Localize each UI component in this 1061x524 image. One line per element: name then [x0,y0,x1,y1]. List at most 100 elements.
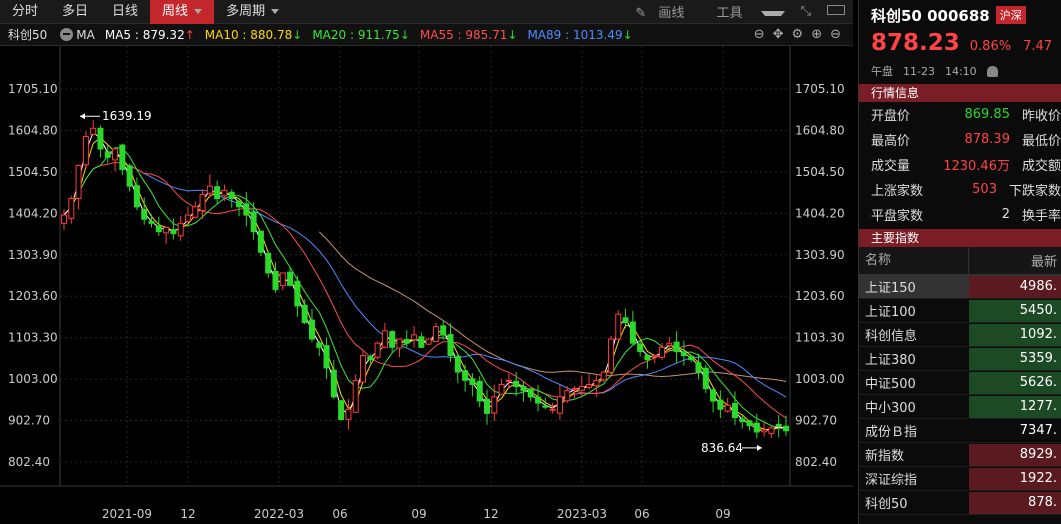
candle-body [476,380,483,402]
tab-multi-period[interactable]: 多周期 [214,0,291,24]
candle-body [622,317,629,324]
change-value: 7.47 [1023,39,1053,54]
candle-body [243,203,250,216]
ma-label: MA [76,27,95,42]
candle-body [155,225,162,233]
zoom-in-icon[interactable]: ⊕ [811,27,823,42]
ma89-line [122,162,787,398]
index-row[interactable]: 新指数 8929. [859,443,1061,467]
candle-body [257,230,264,253]
move-icon[interactable]: ✥ [772,27,784,42]
y-tick-label: 1303.90 [795,248,845,262]
draw-line-button[interactable]: ✎ 画线 [635,6,685,21]
tab-daily[interactable]: 日线 [112,3,139,19]
tools-menu-button[interactable]: 工具 [700,2,792,21]
index-price: 5626. [969,371,1061,394]
y-tick-label: 1003.00 [795,372,845,386]
x-tick-label: 2021-09 [102,507,152,521]
index-row[interactable]: 上证100 5450. [859,299,1061,323]
quote-row: 最高价 878.39 最低价 [859,127,1061,152]
column-header-name[interactable]: 名称 [859,246,969,275]
candle-body [97,127,104,150]
candles [61,120,789,439]
candle-body [367,356,374,361]
collapse-indicator-icon[interactable] [60,28,74,41]
quote-value: 2 [1001,207,1010,222]
candle-body [761,429,768,433]
column-header-price[interactable]: 最新 [1030,255,1057,270]
index-name: 深证综指 [865,473,918,488]
y-tick-label: 1504.50 [8,165,58,179]
status-row: 午盘 11-23 14:10 [859,60,1061,82]
tab-weekly[interactable]: 周线 [150,0,215,24]
bell-icon[interactable] [986,65,998,77]
index-row[interactable]: 科创信息 1092. [859,323,1061,347]
candle-body [520,386,527,392]
chevron-down-icon[interactable]: ⊖ [753,27,765,42]
section-header-quotes[interactable]: 行情信息 [859,84,1061,102]
index-name: 上证150 [865,281,916,296]
index-row[interactable]: 中证500 5626. [859,371,1061,395]
index-price: 5359. [969,347,1061,370]
candle-body [673,341,680,352]
quote-label: 上涨家数 [871,184,924,199]
tab-multi-day[interactable]: 多日 [62,3,89,19]
candle-body [236,201,243,208]
candle-body [483,398,490,414]
gear-icon[interactable]: ⚙ [791,27,804,42]
index-row[interactable]: 成份Ｂ指 7347. [859,419,1061,443]
expand-icon[interactable]: ⤡ [800,4,811,19]
last-price: 878.23 [871,30,960,56]
y-tick-label: 802.40 [795,455,837,469]
index-name: 中证500 [865,377,916,392]
window-restore-icon[interactable] [819,4,853,19]
candle-body [61,214,67,224]
quote-label: 成交量 [871,159,911,174]
candle-body [338,400,345,421]
candle-body [739,418,746,423]
candle-body [279,272,286,287]
candle-body [148,220,155,224]
index-name: 上证380 [865,353,916,368]
candle-body [133,185,140,208]
candle-body [717,399,724,410]
x-tick-label: 09 [411,507,426,521]
y-tick-label: 902.70 [8,414,50,428]
section-header-indices[interactable]: 主要指数 [859,229,1061,247]
candle-body [469,378,476,385]
ma10-value: MA10 : 880.78↓ [204,27,303,42]
candle-body [556,396,563,414]
period-toolbar: 分时 多日 日线 周线 多周期 ✎ 画线 工具 ⤡ [0,0,853,24]
candle-body [593,379,600,387]
candle-body [199,193,206,212]
index-row[interactable]: 上证380 5359. [859,347,1061,371]
candle-body [352,379,359,413]
candle-body [571,388,578,391]
index-row[interactable]: 科创50 878. [859,491,1061,515]
zoom-out-icon[interactable]: ⊖ [830,27,841,42]
index-name: 科创50 [865,497,908,512]
y-tick-label: 1705.10 [8,82,58,96]
index-name: 新指数 [865,449,905,464]
exchange-badge[interactable]: 沪深 [995,6,1026,24]
candle-body [396,338,403,349]
y-tick-label: 1203.60 [795,289,845,303]
index-row[interactable]: 中小300 1277. [859,395,1061,419]
x-tick-label: 2023-03 [557,507,607,521]
index-row[interactable]: 深证综指 1922. [859,467,1061,491]
candle-body [513,380,520,388]
quote-value: 1230.46万 [943,159,1010,174]
candle-body [345,408,352,420]
y-tick-label: 1705.10 [795,82,845,96]
candle-body [731,402,738,419]
candle-body [294,280,301,307]
quote-label-2: 成交额 [1021,159,1061,174]
candle-body [768,427,775,434]
kline-chart[interactable]: 1705.10 1604.80 1504.50 1404.20 1303.90 1203.… [0,46,853,524]
candle-body [126,165,133,187]
quote-value: 869.85 [964,107,1010,122]
index-row[interactable]: 上证150 4986. [859,275,1061,299]
quote-value: 878.39 [964,132,1010,147]
candle-body [272,270,279,290]
tab-intraday[interactable]: 分时 [12,3,39,19]
